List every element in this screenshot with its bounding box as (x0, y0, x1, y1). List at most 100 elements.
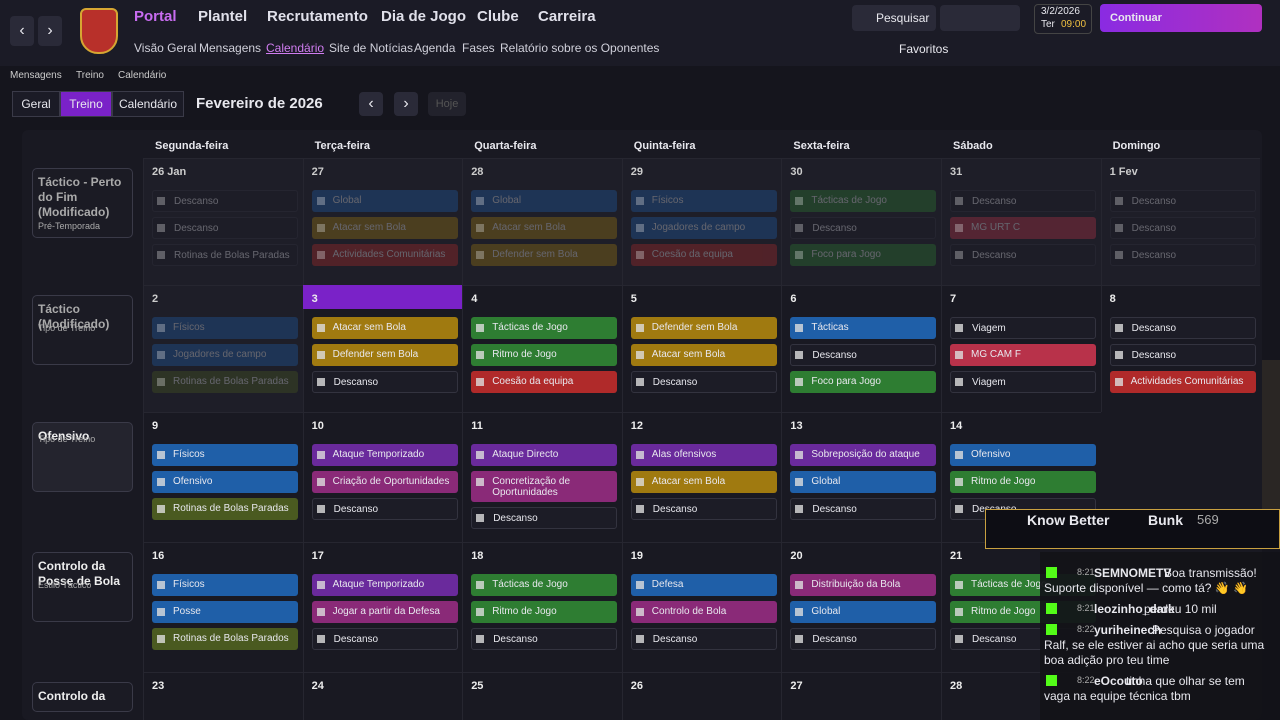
training-session[interactable]: Distribuição da Bola (790, 574, 937, 596)
training-session[interactable]: Descanso (1109, 217, 1256, 239)
training-session[interactable]: Descanso (630, 498, 777, 520)
training-session[interactable]: MG CAM F (950, 344, 1096, 366)
nav-submenu[interactable]: Relatório sobre os Oponentes (500, 41, 660, 55)
training-session[interactable]: Tácticas (790, 317, 937, 339)
training-session[interactable]: Descanso (630, 371, 777, 393)
training-session[interactable]: Descanso (1109, 317, 1256, 339)
training-session[interactable]: Descanso (1109, 244, 1256, 266)
continue-button[interactable]: Continuar (1100, 4, 1262, 32)
training-session[interactable]: Ofensivo (152, 471, 298, 493)
breadcrumb[interactable]: Treino (76, 70, 104, 81)
training-session[interactable]: Descanso (152, 190, 298, 212)
training-session[interactable]: Físicos (152, 444, 298, 466)
training-session[interactable]: Atacar sem Bola (311, 317, 458, 339)
nav-menu[interactable]: Clube (477, 8, 519, 25)
training-session[interactable]: Descanso (471, 628, 618, 650)
training-session[interactable]: Viagem (950, 371, 1096, 393)
forward-button[interactable]: › (38, 16, 62, 46)
training-session[interactable]: Ritmo de Jogo (471, 601, 618, 623)
training-session[interactable]: Controlo de Bola (630, 601, 777, 623)
training-session[interactable]: Rotinas de Bolas Parados (152, 628, 298, 650)
training-session[interactable]: Físicos (152, 574, 298, 596)
tab[interactable]: Treino (60, 91, 112, 117)
training-session[interactable]: Descanso (790, 217, 937, 239)
training-session[interactable]: Global (311, 190, 458, 212)
training-session[interactable]: Rotinas de Bolas Paradas (152, 498, 298, 520)
training-session[interactable]: Concretização de Oportunidades (471, 471, 618, 502)
training-session[interactable]: Criação de Oportunidades (311, 471, 458, 493)
training-session[interactable]: Coesão da equipa (471, 371, 618, 393)
training-session[interactable]: Defender sem Bola (471, 244, 618, 266)
training-session[interactable]: Descanso (471, 507, 618, 529)
training-session[interactable]: Descanso (790, 344, 937, 366)
training-session[interactable]: Global (471, 190, 618, 212)
back-button[interactable]: ‹ (10, 16, 34, 46)
training-session[interactable]: Actividades Comunitárias (311, 244, 458, 266)
training-session[interactable]: Defender sem Bola (311, 344, 458, 366)
training-session[interactable]: Físicos (630, 190, 777, 212)
next-month[interactable]: › (394, 92, 418, 116)
training-session[interactable]: Tácticas de Jogo (471, 574, 618, 596)
prev-month[interactable]: ‹ (359, 92, 383, 116)
training-session[interactable]: Descanso (1109, 344, 1256, 366)
training-session[interactable]: Actividades Comunitárias (1109, 371, 1256, 393)
training-session[interactable]: Jogadores de campo (152, 344, 298, 366)
nav-submenu[interactable]: Site de Notícias (329, 41, 414, 55)
training-session[interactable]: Jogar a partir da Defesa (311, 601, 458, 623)
training-session[interactable]: Ataque Directo (471, 444, 618, 466)
tab[interactable]: Geral (12, 91, 60, 117)
nav-menu[interactable]: Recrutamento (267, 8, 368, 25)
nav-menu[interactable]: Dia de Jogo (381, 8, 467, 25)
today-button[interactable]: Hoje (428, 92, 466, 116)
nav-menu[interactable]: Portal (134, 8, 177, 25)
breadcrumb[interactable]: Calendário (118, 70, 167, 81)
training-session[interactable]: Ataque Temporizado (311, 574, 458, 596)
training-session[interactable]: Foco para Jogo (790, 371, 937, 393)
search-button[interactable]: Pesquisar (852, 5, 936, 31)
training-session[interactable]: Defesa (630, 574, 777, 596)
favorites[interactable]: Favoritos (899, 42, 949, 56)
training-session[interactable]: Coesão da equipa (630, 244, 777, 266)
training-session[interactable]: Descanso (790, 498, 937, 520)
training-session[interactable]: Foco para Jogo (790, 244, 937, 266)
training-session[interactable]: Tácticas de Jogo (471, 317, 618, 339)
training-session[interactable]: Atacar sem Bola (630, 344, 777, 366)
training-session[interactable]: Atacar sem Bola (311, 217, 458, 239)
training-session[interactable]: MG URT C (950, 217, 1096, 239)
training-session[interactable]: Ritmo de Jogo (471, 344, 618, 366)
training-session[interactable]: Global (790, 471, 937, 493)
training-session[interactable]: Alas ofensivos (630, 444, 777, 466)
training-session[interactable]: Descanso (1109, 190, 1256, 212)
tab[interactable]: Calendário (112, 91, 184, 117)
training-session[interactable]: Defender sem Bola (630, 317, 777, 339)
training-session[interactable]: Ritmo de Jogo (950, 471, 1096, 493)
breadcrumb[interactable]: Mensagens (10, 70, 62, 81)
training-session[interactable]: Rotinas de Bolas Paradas (152, 371, 298, 393)
training-session[interactable]: Jogadores de campo (630, 217, 777, 239)
training-session[interactable]: Descanso (311, 371, 458, 393)
training-session[interactable]: Descanso (630, 628, 777, 650)
training-session[interactable]: Atacar sem Bola (630, 471, 777, 493)
training-session[interactable]: Posse (152, 601, 298, 623)
nav-submenu[interactable]: Mensagens (199, 41, 262, 55)
training-session[interactable]: Descanso (790, 628, 937, 650)
training-session[interactable]: Global (790, 601, 937, 623)
nav-submenu[interactable]: Calendário (266, 41, 325, 55)
nav-menu[interactable]: Plantel (198, 8, 248, 25)
month-title[interactable]: Fevereiro de 2026 (196, 95, 323, 112)
training-session[interactable]: Sobreposição do ataque (790, 444, 937, 466)
training-session[interactable]: Viagem (950, 317, 1096, 339)
training-session[interactable]: Físicos (152, 317, 298, 339)
training-session[interactable]: Descanso (311, 628, 458, 650)
nav-submenu[interactable]: Visão Geral (134, 41, 197, 55)
nav-submenu[interactable]: Fases (462, 41, 495, 55)
training-session[interactable]: Ofensivo (950, 444, 1096, 466)
training-session[interactable]: Descanso (152, 217, 298, 239)
nav-menu[interactable]: Carreira (538, 8, 596, 25)
training-session[interactable]: Descanso (950, 244, 1096, 266)
training-session[interactable]: Rotinas de Bolas Paradas (152, 244, 298, 266)
training-session[interactable]: Descanso (311, 498, 458, 520)
nav-submenu[interactable]: Agenda (414, 41, 456, 55)
training-session[interactable]: Atacar sem Bola (471, 217, 618, 239)
training-session[interactable]: Descanso (950, 190, 1096, 212)
